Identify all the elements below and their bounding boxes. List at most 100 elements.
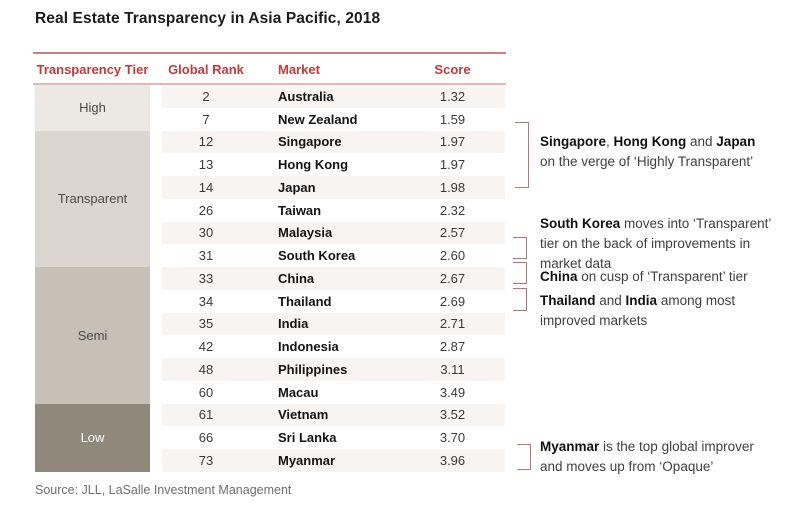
tier-cell-low: Low bbox=[35, 403, 150, 472]
market-cell: Hong Kong bbox=[278, 157, 349, 173]
table-row: 12 Singapore 1.97 bbox=[162, 130, 505, 154]
table-row: 33 China 2.67 bbox=[162, 267, 505, 290]
market-cell: New Zealand bbox=[278, 111, 358, 127]
market-cell: South Korea bbox=[278, 248, 356, 264]
rank-cell: 14 bbox=[198, 179, 214, 195]
rank-cell: 35 bbox=[198, 316, 214, 332]
annotation-line: Singapore, Hong Kong and Japan bbox=[540, 134, 756, 149]
column-header-transparency-tier: Transparency Tier bbox=[36, 61, 149, 77]
table-row: 7 New Zealand 1.59 bbox=[162, 108, 505, 131]
rank-cell: 66 bbox=[198, 430, 214, 446]
rank-cell: 2 bbox=[202, 88, 210, 104]
rank-cell: 13 bbox=[198, 157, 214, 173]
annotation-line: China on cusp of ‘Transparent’ tier bbox=[540, 269, 748, 284]
annotation-thailand-india: Thailand and India among most improved ma… bbox=[540, 291, 785, 331]
score-cell: 1.97 bbox=[439, 157, 466, 173]
column-header-global-rank: Global Rank bbox=[168, 61, 244, 77]
rank-cell: 30 bbox=[198, 225, 214, 241]
annotation-line: South Korea moves into ‘Transparent’ bbox=[540, 216, 772, 231]
score-cell: 3.52 bbox=[439, 407, 466, 423]
annotation-singapore-hongkong-japan: Singapore, Hong Kong and Japan on the ver… bbox=[540, 132, 785, 172]
score-cell: 3.70 bbox=[439, 430, 466, 446]
page-title: Real Estate Transparency in Asia Pacific… bbox=[35, 10, 381, 27]
tier-cell-semi: Semi bbox=[35, 267, 150, 404]
rank-cell: 33 bbox=[198, 270, 214, 286]
market-cell: Macau bbox=[278, 384, 319, 400]
market-cell: Australia bbox=[278, 88, 334, 104]
rank-cell: 7 bbox=[202, 111, 210, 127]
source-note: Source: JLL, LaSalle Investment Manageme… bbox=[35, 483, 292, 497]
table-row: 48 Philippines 3.11 bbox=[162, 358, 505, 381]
rank-cell: 61 bbox=[198, 407, 214, 423]
market-cell: China bbox=[278, 270, 315, 286]
market-cell: Taiwan bbox=[278, 202, 322, 218]
market-cell: Malaysia bbox=[278, 225, 333, 241]
score-cell: 3.49 bbox=[439, 384, 466, 400]
score-cell: 1.59 bbox=[439, 111, 466, 127]
column-header-score: Score bbox=[434, 61, 471, 77]
table-row: 14 Japan 1.98 bbox=[162, 176, 505, 199]
score-cell: 2.32 bbox=[439, 202, 466, 218]
annotation-line: market data bbox=[540, 256, 612, 271]
score-cell: 1.98 bbox=[439, 179, 466, 195]
market-cell: Sri Lanka bbox=[278, 430, 337, 446]
score-cell: 1.97 bbox=[439, 134, 466, 150]
score-cell: 2.71 bbox=[439, 316, 466, 332]
table-row: 42 Indonesia 2.87 bbox=[162, 335, 505, 358]
score-cell: 2.69 bbox=[439, 293, 466, 309]
top-rule bbox=[33, 52, 506, 54]
tier-cell-high: High bbox=[35, 85, 150, 131]
market-cell: India bbox=[278, 316, 309, 332]
rank-cell: 12 bbox=[198, 134, 214, 150]
tier-column: High Transparent Semi Low bbox=[35, 85, 150, 472]
table-row: 60 Macau 3.49 bbox=[162, 381, 505, 404]
annotation-china: China on cusp of ‘Transparent’ tier bbox=[540, 267, 785, 287]
rank-cell: 34 bbox=[198, 293, 214, 309]
tier-cell-transparent: Transparent bbox=[35, 130, 150, 268]
annotation-line: on the verge of ‘Highly Transparent’ bbox=[540, 154, 754, 169]
annotation-line: Myanmar is the top global improver bbox=[540, 439, 754, 454]
score-cell: 2.67 bbox=[439, 270, 466, 286]
annotation-line: and moves up from ‘Opaque’ bbox=[540, 459, 714, 474]
table-row: 61 Vietnam 3.52 bbox=[162, 403, 505, 427]
bracket-south-korea bbox=[513, 237, 527, 259]
bracket-singapore-hongkong-japan bbox=[515, 122, 529, 188]
rank-cell: 26 bbox=[198, 202, 214, 218]
rank-cell: 60 bbox=[198, 384, 214, 400]
table-row: 13 Hong Kong 1.97 bbox=[162, 153, 505, 176]
market-cell: Philippines bbox=[278, 361, 348, 377]
table-row: 26 Taiwan 2.32 bbox=[162, 199, 505, 222]
market-cell: Myanmar bbox=[278, 452, 336, 468]
market-cell: Vietnam bbox=[278, 407, 329, 423]
annotation-line: improved markets bbox=[540, 313, 648, 328]
table-row: 73 Myanmar 3.96 bbox=[162, 449, 505, 472]
score-cell: 2.57 bbox=[439, 225, 466, 241]
header-rule bbox=[33, 83, 506, 85]
score-cell: 3.11 bbox=[440, 361, 465, 377]
market-cell: Thailand bbox=[278, 293, 332, 309]
annotation-south-korea: South Korea moves into ‘Transparent’ tier… bbox=[540, 214, 785, 274]
bracket-myanmar bbox=[517, 444, 531, 470]
score-cell: 2.60 bbox=[439, 248, 466, 264]
table-row: 66 Sri Lanka 3.70 bbox=[162, 426, 505, 449]
rank-cell: 48 bbox=[198, 361, 214, 377]
bracket-thailand-india bbox=[513, 288, 527, 311]
table-row: 34 Thailand 2.69 bbox=[162, 290, 505, 313]
table-row: 30 Malaysia 2.57 bbox=[162, 221, 505, 245]
table-row: 35 India 2.71 bbox=[162, 312, 505, 336]
score-cell: 1.32 bbox=[439, 88, 466, 104]
market-cell: Singapore bbox=[278, 134, 342, 150]
table-row: 2 Australia 1.32 bbox=[162, 85, 505, 108]
annotation-line: tier on the back of improvements in bbox=[540, 236, 751, 251]
annotation-myanmar: Myanmar is the top global improver and mo… bbox=[540, 437, 785, 477]
market-cell: Japan bbox=[278, 179, 316, 195]
score-cell: 2.87 bbox=[439, 339, 466, 355]
table-rows: 2 Australia 1.32 7 New Zealand 1.59 12 Singapor… bbox=[162, 85, 505, 472]
table-row: 31 South Korea 2.60 bbox=[162, 244, 505, 267]
market-cell: Indonesia bbox=[278, 339, 339, 355]
annotation-line: Thailand and India among most bbox=[540, 293, 736, 308]
bracket-china bbox=[513, 262, 527, 284]
rank-cell: 73 bbox=[198, 452, 214, 468]
rank-cell: 42 bbox=[198, 339, 214, 355]
